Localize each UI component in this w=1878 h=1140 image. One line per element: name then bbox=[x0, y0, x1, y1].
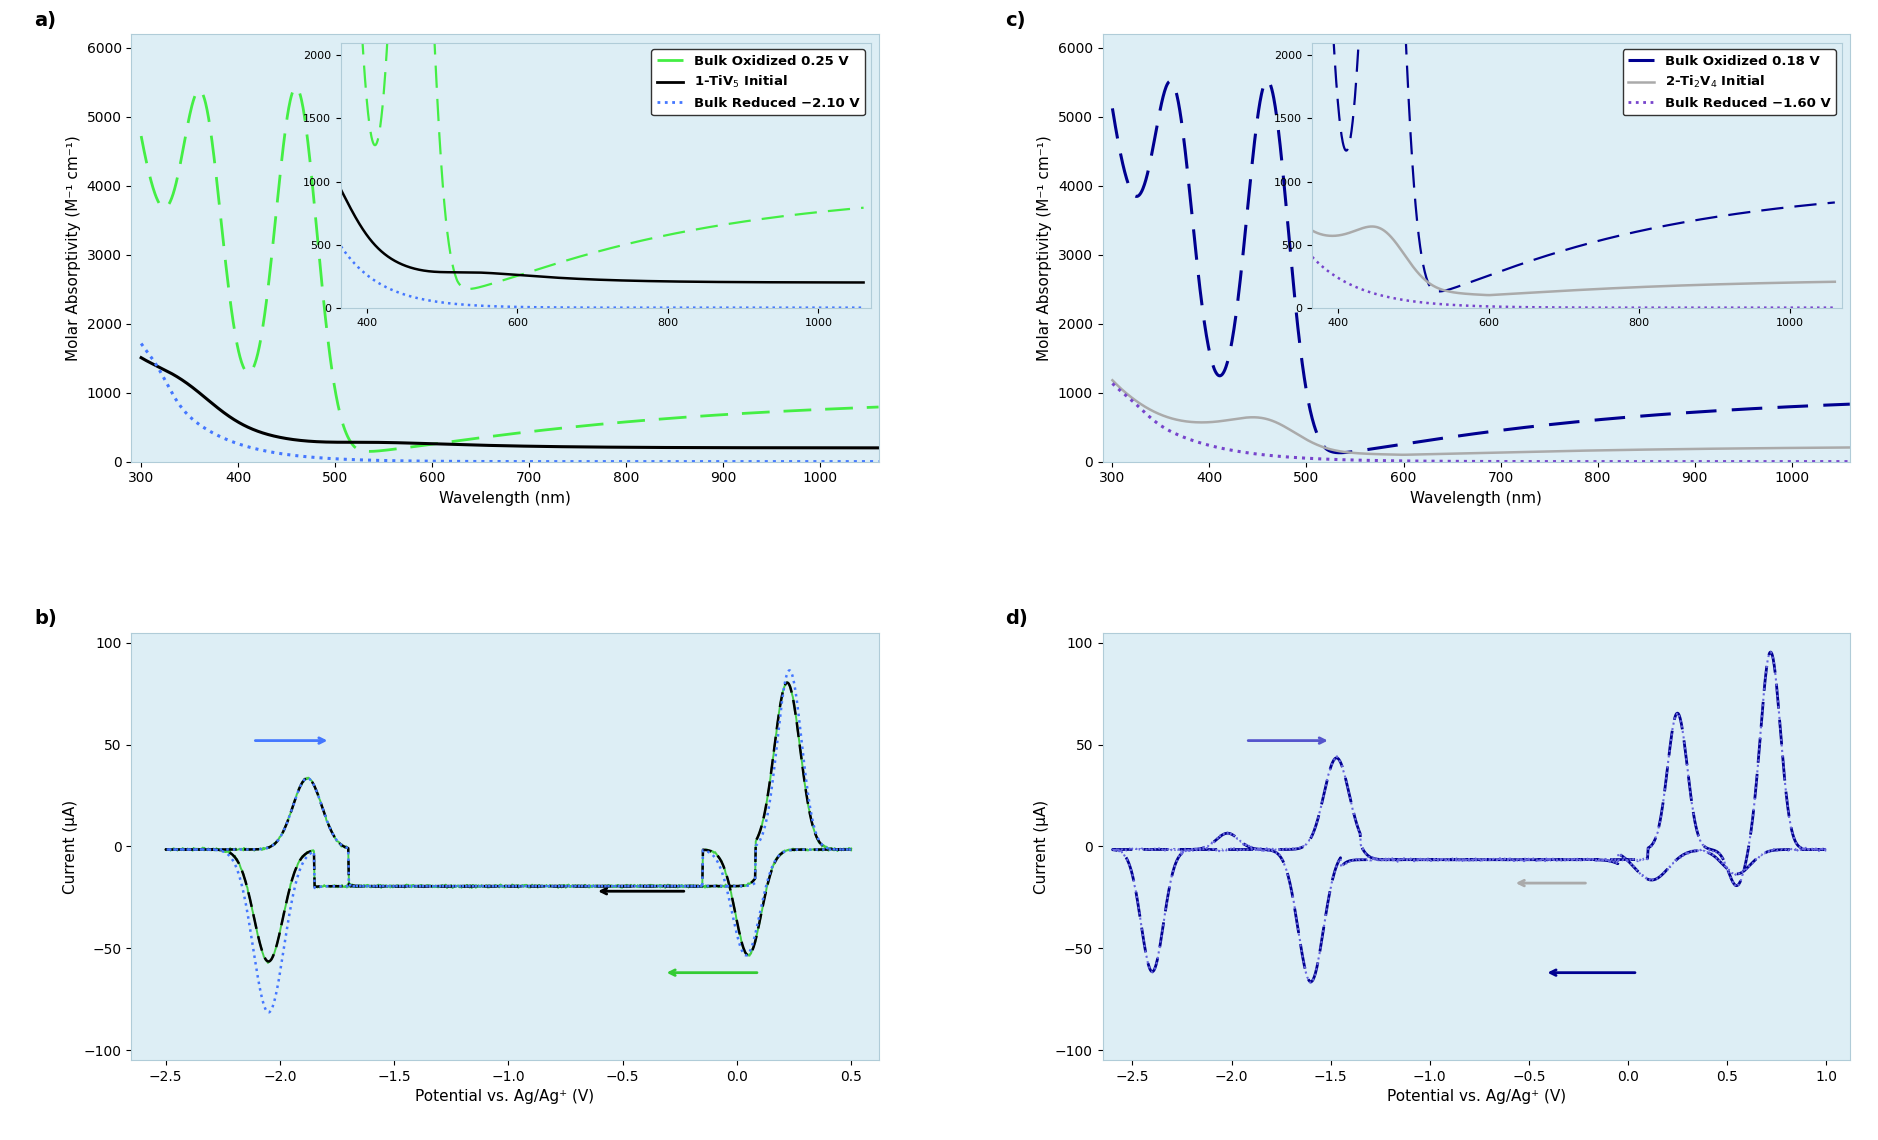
Y-axis label: Current (μA): Current (μA) bbox=[1035, 799, 1050, 894]
Y-axis label: Current (μA): Current (μA) bbox=[64, 799, 79, 894]
Y-axis label: Molar Absorptivity (M⁻¹ cm⁻¹): Molar Absorptivity (M⁻¹ cm⁻¹) bbox=[1037, 135, 1052, 361]
X-axis label: Potential vs. Ag/Ag⁺ (V): Potential vs. Ag/Ag⁺ (V) bbox=[1386, 1090, 1566, 1105]
Text: c): c) bbox=[1005, 10, 1025, 30]
Text: d): d) bbox=[1005, 609, 1029, 628]
Y-axis label: Molar Absorptivity (M⁻¹ cm⁻¹): Molar Absorptivity (M⁻¹ cm⁻¹) bbox=[66, 135, 81, 361]
X-axis label: Wavelength (nm): Wavelength (nm) bbox=[1410, 491, 1542, 506]
Text: b): b) bbox=[34, 609, 56, 628]
X-axis label: Potential vs. Ag/Ag⁺ (V): Potential vs. Ag/Ag⁺ (V) bbox=[415, 1090, 595, 1105]
X-axis label: Wavelength (nm): Wavelength (nm) bbox=[439, 491, 571, 506]
Text: a): a) bbox=[34, 10, 56, 30]
